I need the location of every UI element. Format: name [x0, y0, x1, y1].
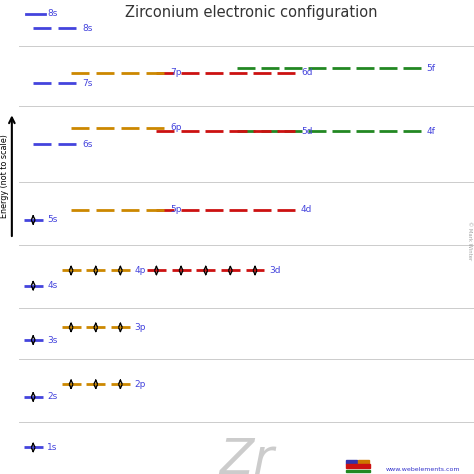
- Text: 6p: 6p: [170, 123, 182, 132]
- Bar: [346, 460, 356, 464]
- Bar: [346, 464, 370, 468]
- Text: 3s: 3s: [47, 336, 58, 345]
- Text: 2p: 2p: [135, 380, 146, 389]
- Text: 2s: 2s: [47, 392, 58, 401]
- Text: 4s: 4s: [47, 281, 58, 290]
- Text: 3p: 3p: [135, 323, 146, 332]
- Bar: [346, 470, 370, 472]
- Text: 8s: 8s: [82, 24, 92, 33]
- Text: 4f: 4f: [427, 127, 436, 136]
- Text: 8s: 8s: [47, 9, 58, 18]
- Text: 6s: 6s: [82, 140, 92, 148]
- Text: 7p: 7p: [170, 68, 182, 77]
- Text: 5d: 5d: [301, 127, 312, 136]
- Text: © Mark Winter: © Mark Winter: [466, 220, 472, 260]
- Text: 5s: 5s: [47, 216, 58, 224]
- Text: 1s: 1s: [47, 443, 58, 452]
- Text: Energy (not to scale): Energy (not to scale): [0, 134, 9, 218]
- Bar: [358, 460, 368, 464]
- Text: 4p: 4p: [135, 266, 146, 275]
- Text: Zr: Zr: [219, 436, 274, 474]
- Text: 5f: 5f: [427, 64, 436, 73]
- Text: Zirconium electronic configuration: Zirconium electronic configuration: [125, 5, 377, 20]
- Text: 7s: 7s: [82, 79, 92, 88]
- Text: 4d: 4d: [301, 205, 312, 214]
- Text: 6d: 6d: [301, 68, 312, 77]
- Text: 5p: 5p: [170, 205, 182, 214]
- Text: www.webelements.com: www.webelements.com: [385, 467, 460, 472]
- Text: 3d: 3d: [269, 266, 281, 275]
